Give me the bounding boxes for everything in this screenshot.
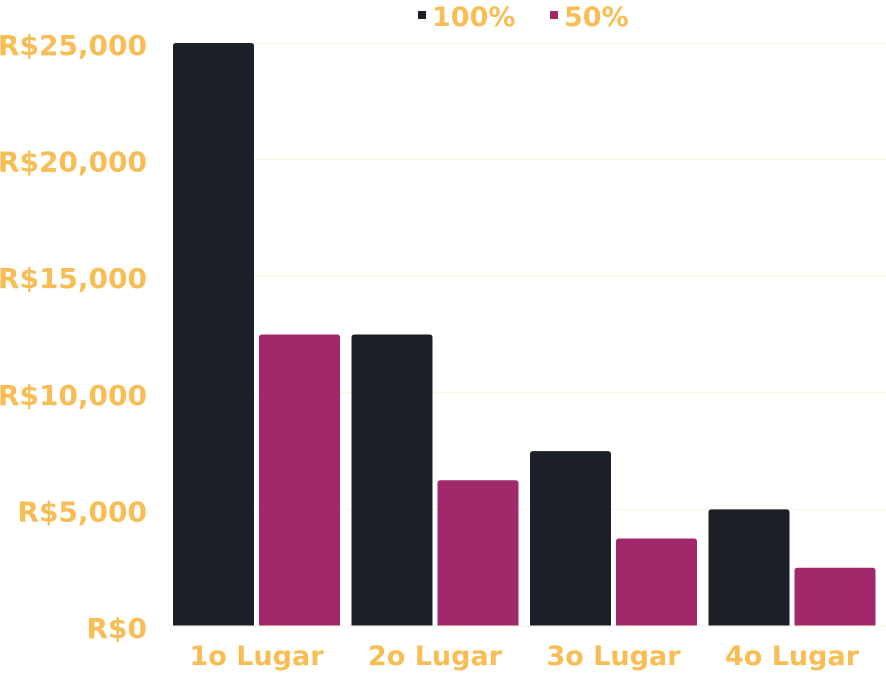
- bar-50-1: [259, 334, 340, 626]
- bar-100-4: [708, 509, 790, 626]
- x-tick-label: 4o Lugar: [725, 641, 860, 672]
- y-tick-label: R$0: [86, 612, 147, 645]
- x-tick-label: 3o Lugar: [546, 641, 681, 672]
- y-tick-label: R$20,000: [0, 146, 147, 179]
- bar-50-4: [794, 567, 876, 626]
- y-tick-label: R$15,000: [0, 262, 147, 295]
- x-tick-label: 2o Lugar: [368, 641, 503, 672]
- legend: 100% 50%: [418, 2, 629, 33]
- bar-100-3: [530, 451, 611, 626]
- legend-label: 50%: [564, 2, 629, 33]
- x-axis: 1o Lugar 2o Lugar 3o Lugar 4o Lugar: [172, 625, 886, 672]
- bar-50-2: [437, 480, 519, 626]
- bar-100-2: [351, 334, 433, 626]
- legend-swatch: [418, 11, 426, 19]
- x-tick-label: 1o Lugar: [189, 641, 324, 672]
- bar-50-3: [616, 538, 697, 626]
- legend-swatch: [550, 11, 558, 19]
- bars: [173, 43, 876, 626]
- y-tick-label: R$25,000: [0, 29, 147, 62]
- y-tick-label: R$5,000: [17, 495, 147, 528]
- y-axis: R$0 R$5,000 R$10,000 R$15,000 R$20,000 R$25,0…: [0, 29, 147, 645]
- bar-100-1: [173, 43, 254, 626]
- y-tick-label: R$10,000: [0, 379, 147, 412]
- legend-label: 100%: [432, 2, 515, 33]
